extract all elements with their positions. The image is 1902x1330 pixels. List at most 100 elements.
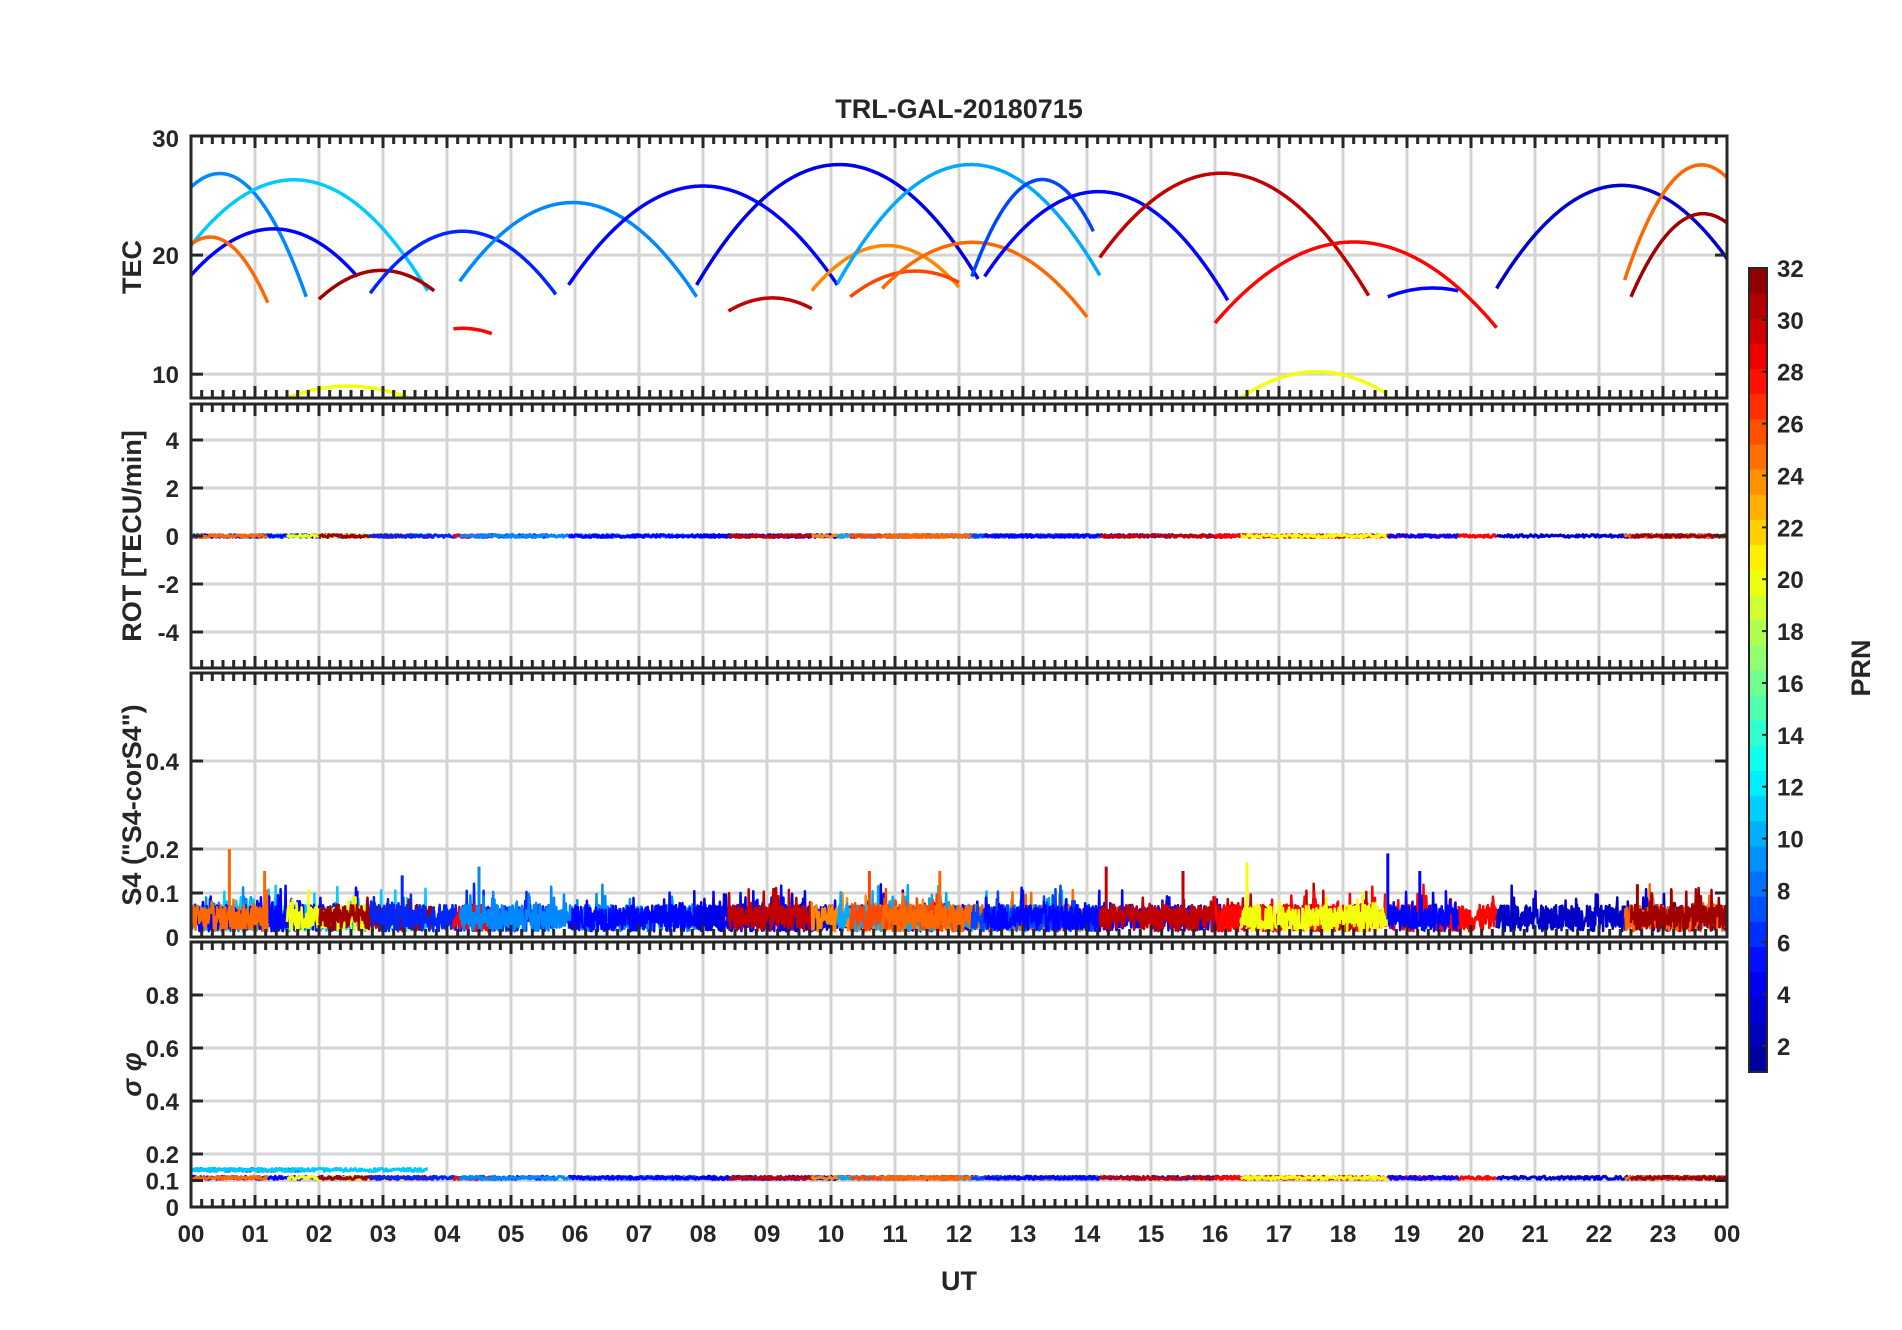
colorbar-segment: [1749, 544, 1767, 571]
tec-arc-prn-31: [317, 268, 436, 301]
tec-arc-prn-4: [695, 162, 980, 286]
colorbar-segment: [1749, 594, 1767, 621]
x-tick-label: 12: [946, 1221, 973, 1248]
sigma-trace-prn-11: [191, 1166, 429, 1173]
colorbar-segment: [1749, 795, 1767, 822]
colorbar-tick-label: 10: [1777, 827, 1804, 854]
minor-ticks: [189, 673, 1729, 939]
colorbar-label: PRN: [1846, 639, 1876, 696]
s4-trace-prn-31: [318, 896, 436, 933]
y-tick-label: -2: [158, 572, 179, 599]
colorbar-tick-label: 26: [1777, 412, 1804, 439]
colorbar-tick-label: 4: [1777, 982, 1791, 1009]
colorbar-tick-label: 30: [1777, 308, 1804, 335]
tec-arc-prn-28: [452, 326, 493, 336]
minor-ticks: [189, 942, 1729, 1209]
colorbar-tick-label: 24: [1777, 463, 1804, 490]
x-tick-label: 11: [882, 1221, 907, 1248]
y-tick-label: 0.2: [146, 837, 179, 864]
colorbar-segment: [1749, 971, 1767, 998]
colorbar-tick-label: 22: [1777, 515, 1804, 542]
y-tick-label: 30: [152, 126, 179, 153]
tec-arc-prn-28: [1213, 240, 1498, 329]
rot-trace-prn-30: [728, 533, 813, 539]
colorbar-tick-label: 16: [1777, 671, 1804, 698]
y-tick-label: 0.8: [146, 983, 179, 1010]
tec-arc-prn-25: [1622, 163, 1727, 281]
y-tick-label: 4: [166, 428, 180, 455]
colorbar-tick-label: 20: [1777, 567, 1804, 594]
tec-arc-prn-6: [368, 229, 558, 296]
x-tick-label: 21: [1522, 1221, 1549, 1248]
sigma-trace-prn-20: [1240, 1174, 1389, 1181]
s4-trace-prn-31: [1629, 886, 1727, 933]
x-tick-label: 10: [818, 1221, 845, 1248]
panel-s4: 0 0.1 0.2 0.4S4 ("S4-corS4"): [117, 671, 1729, 952]
colorbar-segment: [1749, 619, 1767, 646]
colorbar-tick-label: 6: [1777, 930, 1790, 957]
tec-arc-prn-31: [1629, 211, 1727, 298]
colorbar-segment: [1749, 443, 1767, 470]
y-tick-label: 0.4: [146, 1089, 180, 1116]
tec-arc-prn-11: [191, 178, 430, 292]
minor-ticks: [189, 404, 1729, 668]
rot-trace-prn-20: [1240, 533, 1389, 539]
colorbar-segment: [1749, 1046, 1767, 1073]
y-tick-label: 0: [166, 925, 179, 952]
tec-arc-prn-10: [835, 162, 1102, 285]
colorbar-segment: [1749, 845, 1767, 872]
tec-arc-prn-5: [1387, 286, 1459, 299]
colorbar-segment: [1749, 871, 1767, 897]
colorbar-segment: [1749, 946, 1767, 973]
colorbar-segment: [1749, 1021, 1767, 1048]
tec-arc-prn-9: [458, 200, 699, 298]
colorbar-tick-label: 28: [1777, 360, 1804, 387]
sigma-trace-prn-31: [1629, 1174, 1727, 1181]
s4-trace-prn-30: [727, 886, 814, 933]
x-tick-label: 09: [754, 1221, 781, 1248]
x-tick-label: 07: [626, 1221, 653, 1248]
colorbar-segment: [1749, 343, 1767, 370]
tec-arc-prn-26: [849, 269, 960, 299]
colorbar-box: [1748, 267, 1768, 1073]
grid: [191, 136, 1727, 398]
x-axis-label: UT: [941, 1266, 977, 1296]
tec-arc-prn-20: [1239, 370, 1389, 398]
colorbar-segment: [1749, 469, 1767, 495]
colorbar-segment: [1749, 494, 1767, 520]
x-tick-label: 18: [1330, 1221, 1357, 1248]
y-tick-label: -4: [158, 620, 180, 647]
x-tick-label: 16: [1202, 1221, 1229, 1248]
x-tick-label: 06: [562, 1221, 589, 1248]
colorbar-segment: [1749, 368, 1767, 395]
y-axis-label: S4 ("S4-corS4"): [117, 704, 147, 905]
series-group: [191, 162, 1727, 398]
colorbar-tick-label: 2: [1777, 1034, 1790, 1061]
colorbar-segment: [1749, 720, 1767, 746]
colorbar-segment: [1749, 519, 1767, 545]
y-tick-label: 2: [166, 476, 179, 503]
sigma-trace-prn-5: [1387, 1174, 1460, 1181]
colorbar-tick-label: 12: [1777, 775, 1804, 802]
colorbar-tick-label: 8: [1777, 878, 1790, 905]
y-tick-label: 0: [166, 524, 179, 551]
x-tick-label: 23: [1650, 1221, 1677, 1248]
y-tick-label: 0.6: [146, 1036, 179, 1063]
x-tick-label: 05: [498, 1221, 525, 1248]
tec-arc-prn-5: [567, 184, 839, 286]
x-tick-label: 04: [434, 1221, 461, 1248]
y-tick-label: 0.4: [146, 749, 180, 776]
colorbar-segment: [1749, 393, 1767, 420]
colorbar-segment: [1749, 293, 1767, 319]
series-group: [191, 849, 1727, 933]
s4-trace-prn-5: [1386, 889, 1460, 933]
tec-arc-prn-30: [727, 296, 813, 313]
tec-arc-prn-30: [1098, 171, 1371, 297]
y-tick-label: 10: [152, 362, 179, 389]
y-tick-label: 20: [152, 243, 179, 270]
x-tick-label: 08: [690, 1221, 717, 1248]
y-tick-label: 0.1: [146, 881, 179, 908]
